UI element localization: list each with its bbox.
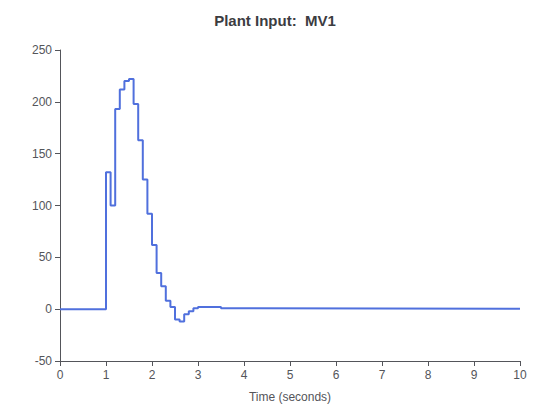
svg-text:0: 0: [45, 302, 52, 316]
svg-text:-50: -50: [35, 354, 53, 368]
svg-text:3: 3: [195, 368, 202, 382]
svg-text:9: 9: [471, 368, 478, 382]
svg-text:4: 4: [241, 368, 248, 382]
svg-text:5: 5: [287, 368, 294, 382]
svg-text:6: 6: [333, 368, 340, 382]
svg-text:150: 150: [32, 147, 52, 161]
svg-text:Plant Input: MV1: Plant Input: MV1: [214, 12, 336, 29]
svg-text:Time (seconds): Time (seconds): [249, 390, 331, 404]
svg-text:10: 10: [513, 368, 527, 382]
svg-text:7: 7: [379, 368, 386, 382]
svg-text:0: 0: [57, 368, 64, 382]
svg-text:50: 50: [39, 250, 53, 264]
svg-text:250: 250: [32, 43, 52, 57]
svg-text:8: 8: [425, 368, 432, 382]
svg-text:100: 100: [32, 199, 52, 213]
svg-text:2: 2: [149, 368, 156, 382]
svg-text:200: 200: [32, 95, 52, 109]
svg-text:1: 1: [103, 368, 110, 382]
